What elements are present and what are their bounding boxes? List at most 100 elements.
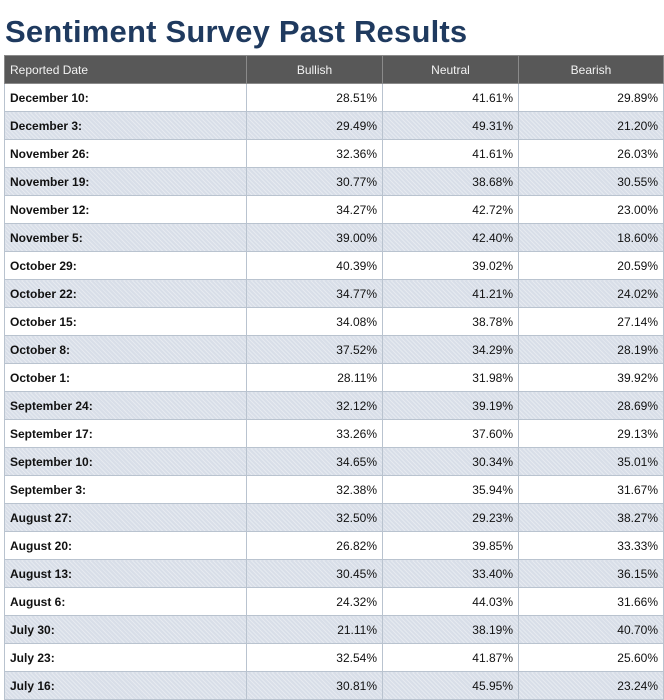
row-bearish: 27.14% [518,307,664,336]
row-bearish: 23.24% [518,671,664,700]
row-date: August 27: [4,503,247,532]
row-neutral: 38.68% [382,167,519,196]
row-neutral: 38.19% [382,615,519,644]
row-neutral: 49.31% [382,111,519,140]
row-bearish: 21.20% [518,111,664,140]
row-bullish: 34.08% [246,307,383,336]
row-date: October 22: [4,279,247,308]
row-neutral: 37.60% [382,419,519,448]
row-bearish: 36.15% [518,559,664,588]
row-bullish: 37.52% [246,335,383,364]
row-bullish: 30.81% [246,671,383,700]
row-date: September 24: [4,391,247,420]
table-row: November 19: 30.77% 38.68% 30.55% [4,167,664,196]
row-bullish: 40.39% [246,251,383,280]
row-date: September 10: [4,447,247,476]
table-row: July 23: 32.54% 41.87% 25.60% [4,643,664,672]
row-neutral: 34.29% [382,335,519,364]
row-date: December 10: [4,83,247,112]
row-bullish: 21.11% [246,615,383,644]
row-neutral: 31.98% [382,363,519,392]
row-bearish: 40.70% [518,615,664,644]
row-bearish: 30.55% [518,167,664,196]
row-bullish: 33.26% [246,419,383,448]
table-row: November 12: 34.27% 42.72% 23.00% [4,195,664,224]
row-date: November 5: [4,223,247,252]
table-row: August 20: 26.82% 39.85% 33.33% [4,531,664,560]
row-date: August 13: [4,559,247,588]
page-title: Sentiment Survey Past Results [5,14,468,49]
table-row: October 1: 28.11% 31.98% 39.92% [4,363,664,392]
row-neutral: 29.23% [382,503,519,532]
row-date: August 6: [4,587,247,616]
row-bearish: 20.59% [518,251,664,280]
column-header-neutral: Neutral [382,55,519,84]
column-header-bearish: Bearish [518,55,664,84]
row-date: October 29: [4,251,247,280]
row-bearish: 25.60% [518,643,664,672]
row-neutral: 39.19% [382,391,519,420]
row-bearish: 29.13% [518,419,664,448]
row-neutral: 39.85% [382,531,519,560]
row-bullish: 32.36% [246,139,383,168]
row-neutral: 42.40% [382,223,519,252]
table-row: August 6: 24.32% 44.03% 31.66% [4,587,664,616]
row-bullish: 34.27% [246,195,383,224]
table-row: November 26: 32.36% 41.61% 26.03% [4,139,664,168]
table-row: September 24: 32.12% 39.19% 28.69% [4,391,664,420]
row-neutral: 41.61% [382,83,519,112]
row-date: September 17: [4,419,247,448]
row-bearish: 33.33% [518,531,664,560]
row-bullish: 29.49% [246,111,383,140]
row-date: August 20: [4,531,247,560]
row-bullish: 24.32% [246,587,383,616]
table-row: September 3: 32.38% 35.94% 31.67% [4,475,664,504]
table-row: October 22: 34.77% 41.21% 24.02% [4,279,664,308]
table-row: December 10: 28.51% 41.61% 29.89% [4,83,664,112]
row-bearish: 24.02% [518,279,664,308]
row-date: November 12: [4,195,247,224]
row-bearish: 38.27% [518,503,664,532]
column-header-bullish: Bullish [246,55,383,84]
table-row: August 13: 30.45% 33.40% 36.15% [4,559,664,588]
row-bullish: 26.82% [246,531,383,560]
row-date: October 1: [4,363,247,392]
row-bullish: 32.54% [246,643,383,672]
row-bearish: 26.03% [518,139,664,168]
row-bullish: 34.77% [246,279,383,308]
row-neutral: 45.95% [382,671,519,700]
row-neutral: 33.40% [382,559,519,588]
row-bearish: 31.66% [518,587,664,616]
row-neutral: 39.02% [382,251,519,280]
table-row: October 8: 37.52% 34.29% 28.19% [4,335,664,364]
row-neutral: 38.78% [382,307,519,336]
table-row: November 5: 39.00% 42.40% 18.60% [4,223,664,252]
table-row: July 16: 30.81% 45.95% 23.24% [4,671,664,700]
row-date: September 3: [4,475,247,504]
row-bearish: 29.89% [518,83,664,112]
row-date: July 23: [4,643,247,672]
table-header: Reported Date Bullish Neutral Bearish [4,55,664,84]
row-bearish: 23.00% [518,195,664,224]
row-neutral: 41.61% [382,139,519,168]
row-bullish: 39.00% [246,223,383,252]
row-bullish: 32.50% [246,503,383,532]
row-neutral: 41.21% [382,279,519,308]
row-bearish: 28.19% [518,335,664,364]
table-row: October 15: 34.08% 38.78% 27.14% [4,307,664,336]
row-date: October 8: [4,335,247,364]
row-bearish: 35.01% [518,447,664,476]
row-bearish: 31.67% [518,475,664,504]
row-date: November 19: [4,167,247,196]
row-neutral: 41.87% [382,643,519,672]
row-neutral: 35.94% [382,475,519,504]
row-bullish: 30.45% [246,559,383,588]
table-row: August 27: 32.50% 29.23% 38.27% [4,503,664,532]
row-bullish: 28.11% [246,363,383,392]
table-row: December 3: 29.49% 49.31% 21.20% [4,111,664,140]
row-neutral: 30.34% [382,447,519,476]
row-bearish: 18.60% [518,223,664,252]
row-bullish: 34.65% [246,447,383,476]
row-neutral: 42.72% [382,195,519,224]
row-bullish: 32.38% [246,475,383,504]
